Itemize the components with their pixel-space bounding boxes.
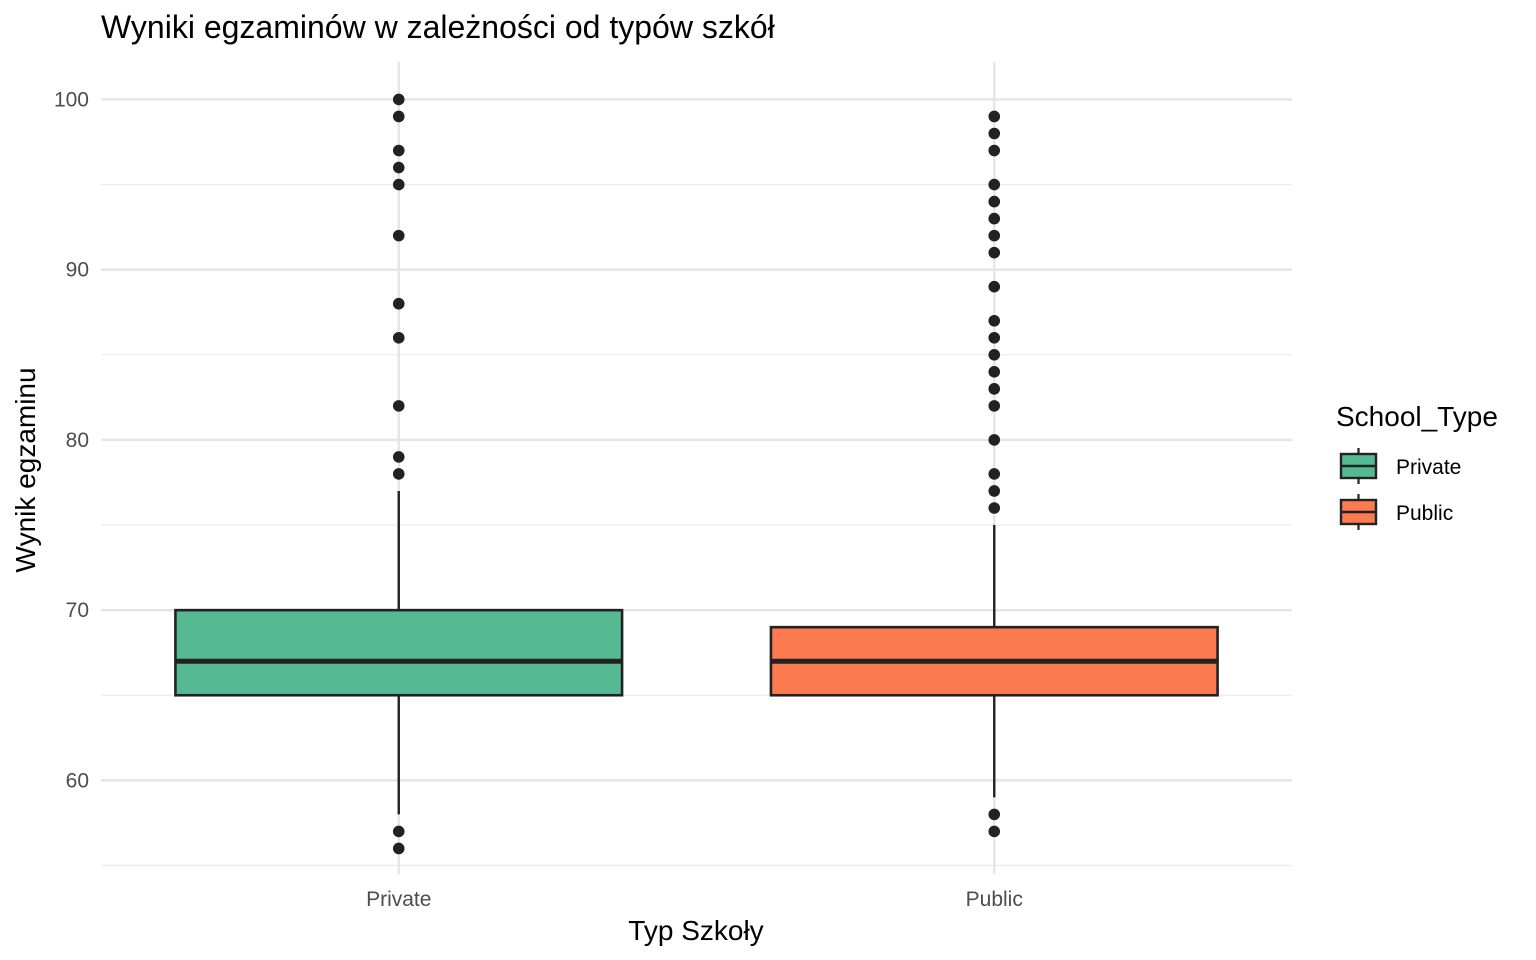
outlier-point	[392, 451, 405, 463]
outlier-point	[392, 400, 405, 412]
x-tick-label: Public	[966, 888, 1023, 911]
boxes	[174, 93, 1219, 855]
outlier-point	[392, 178, 405, 191]
outlier-point	[988, 280, 1001, 293]
chart-title: Wyniki egzaminów w zależności od typów s…	[101, 9, 775, 45]
y-tick-label: 80	[66, 429, 89, 452]
box-iqr	[174, 608, 624, 697]
x-axis-title: Typ Szkoły	[628, 915, 763, 946]
outlier-point	[988, 144, 1001, 157]
legend-label: Private	[1396, 456, 1461, 479]
box-private	[174, 93, 624, 855]
outlier-point	[988, 331, 1001, 344]
outlier-point	[988, 383, 1001, 395]
outlier-point	[392, 825, 405, 838]
legend: School_Type Private Public	[1336, 401, 1498, 530]
outlier-point	[988, 348, 1001, 361]
outlier-point	[988, 110, 1001, 123]
outlier-point	[988, 229, 1001, 242]
outlier-point	[392, 161, 405, 174]
outlier-point	[988, 366, 1001, 378]
outlier-point	[988, 195, 1001, 208]
outlier-point	[988, 485, 1001, 497]
outlier-point	[988, 212, 1001, 225]
outlier-point	[988, 808, 1001, 821]
box-public	[769, 110, 1219, 838]
legend-key-private	[1339, 448, 1378, 484]
y-tick-label: 70	[66, 599, 89, 622]
legend-title: School_Type	[1336, 401, 1498, 432]
x-axis-ticks: Private Public	[366, 888, 1023, 911]
outlier-point	[988, 400, 1001, 412]
y-tick-label: 60	[66, 769, 89, 792]
y-axis-ticks: 60 70 80 90 100	[54, 88, 89, 792]
outlier-point	[392, 842, 405, 855]
outlier-point	[988, 825, 1001, 838]
outlier-point	[392, 468, 405, 480]
grid-lines	[101, 62, 1292, 874]
outlier-point	[988, 314, 1001, 327]
outlier-point	[988, 502, 1001, 514]
outlier-point	[392, 297, 405, 310]
outlier-point	[988, 178, 1001, 191]
legend-key-public	[1339, 494, 1378, 530]
outlier-point	[988, 246, 1001, 259]
outlier-point	[392, 144, 405, 157]
legend-label: Public	[1396, 502, 1453, 525]
y-tick-label: 100	[54, 88, 89, 111]
outlier-point	[392, 331, 405, 344]
outlier-point	[988, 468, 1001, 480]
y-tick-label: 90	[66, 259, 89, 282]
y-axis-title: Wynik egzaminu	[10, 367, 41, 572]
outlier-point	[392, 93, 405, 106]
outlier-point	[988, 127, 1001, 140]
outlier-point	[988, 434, 1001, 446]
outlier-point	[392, 110, 405, 123]
x-tick-label: Private	[366, 888, 431, 911]
outlier-point	[392, 229, 405, 242]
